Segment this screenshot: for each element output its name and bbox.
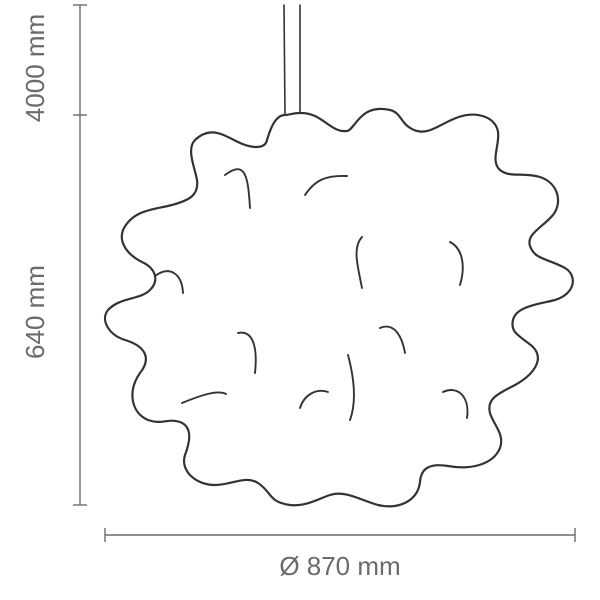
cord <box>284 5 300 115</box>
cord-left <box>284 5 285 115</box>
label-body-height: 640 mm <box>20 265 50 359</box>
label-diameter: Ø 870 mm <box>279 551 400 581</box>
label-cord-height: 4000 mm <box>20 14 50 122</box>
lamp-outline <box>105 109 573 506</box>
vertical-dimension <box>73 5 87 505</box>
lamp-inner-lines <box>155 169 467 420</box>
horizontal-dimension <box>105 528 575 542</box>
dimension-diagram: 4000 mm 640 mm Ø 870 mm <box>0 0 600 600</box>
